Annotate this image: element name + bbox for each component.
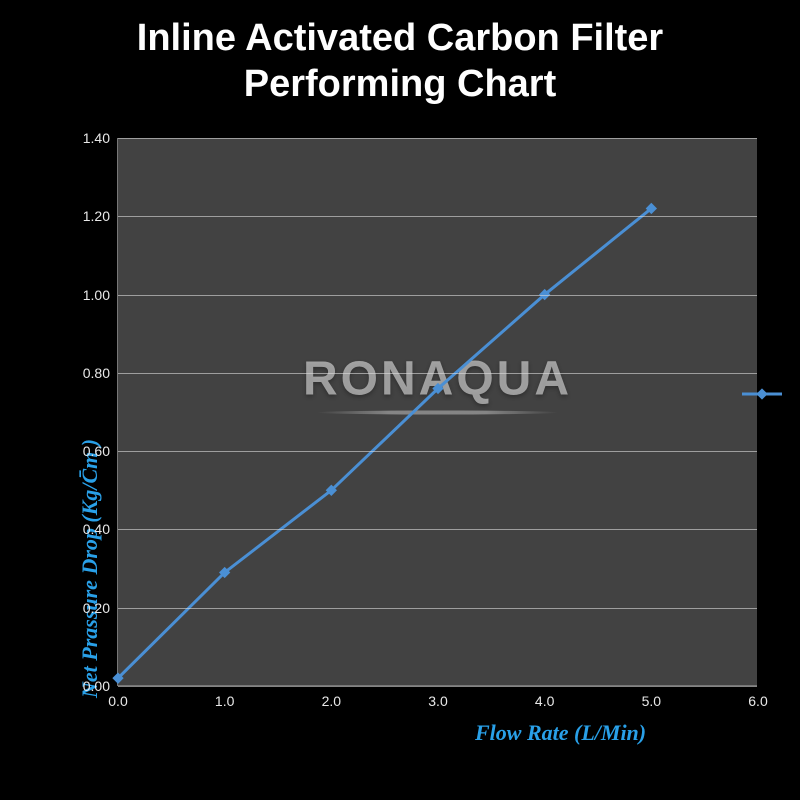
grid-line-h xyxy=(118,451,757,452)
x-tick-label: 2.0 xyxy=(311,693,351,709)
x-axis-label: Flow Rate (L/Min) xyxy=(475,720,646,746)
title-line-1: Inline Activated Carbon Filter xyxy=(0,16,800,62)
x-tick-label: 4.0 xyxy=(525,693,565,709)
x-tick-label: 3.0 xyxy=(418,693,458,709)
y-tick-label: 1.20 xyxy=(70,208,110,224)
legend-marker xyxy=(742,387,782,390)
grid-line-h xyxy=(118,295,757,296)
plot-area: RONAQUA 0.000.200.400.600.801.001.201.40… xyxy=(117,138,757,686)
y-tick-label: 1.40 xyxy=(70,130,110,146)
title-line-2: Performing Chart xyxy=(0,62,800,108)
grid-line-h xyxy=(118,373,757,374)
y-tick-label: 1.00 xyxy=(70,287,110,303)
x-tick-label: 0.0 xyxy=(98,693,138,709)
x-tick-label: 5.0 xyxy=(631,693,671,709)
grid-line-h xyxy=(118,686,757,687)
grid-line-h xyxy=(118,529,757,530)
y-tick-label: 0.80 xyxy=(70,365,110,381)
x-tick-label: 1.0 xyxy=(205,693,245,709)
chart-container: Net Prassure Drop (Kg/C̄m ) Flow Rate (L… xyxy=(55,138,765,728)
chart-title: Inline Activated Carbon Filter Performin… xyxy=(0,0,800,107)
y-tick-label: 0.40 xyxy=(70,521,110,537)
grid-line-h xyxy=(118,138,757,139)
x-tick-label: 6.0 xyxy=(738,693,778,709)
y-tick-label: 0.60 xyxy=(70,443,110,459)
grid-line-h xyxy=(118,608,757,609)
y-tick-label: 0.20 xyxy=(70,600,110,616)
grid-line-h xyxy=(118,216,757,217)
y-tick-label: 0.00 xyxy=(70,678,110,694)
y-axis-label: Net Prassure Drop (Kg/C̄m ) xyxy=(77,439,103,698)
line-series xyxy=(118,138,757,685)
